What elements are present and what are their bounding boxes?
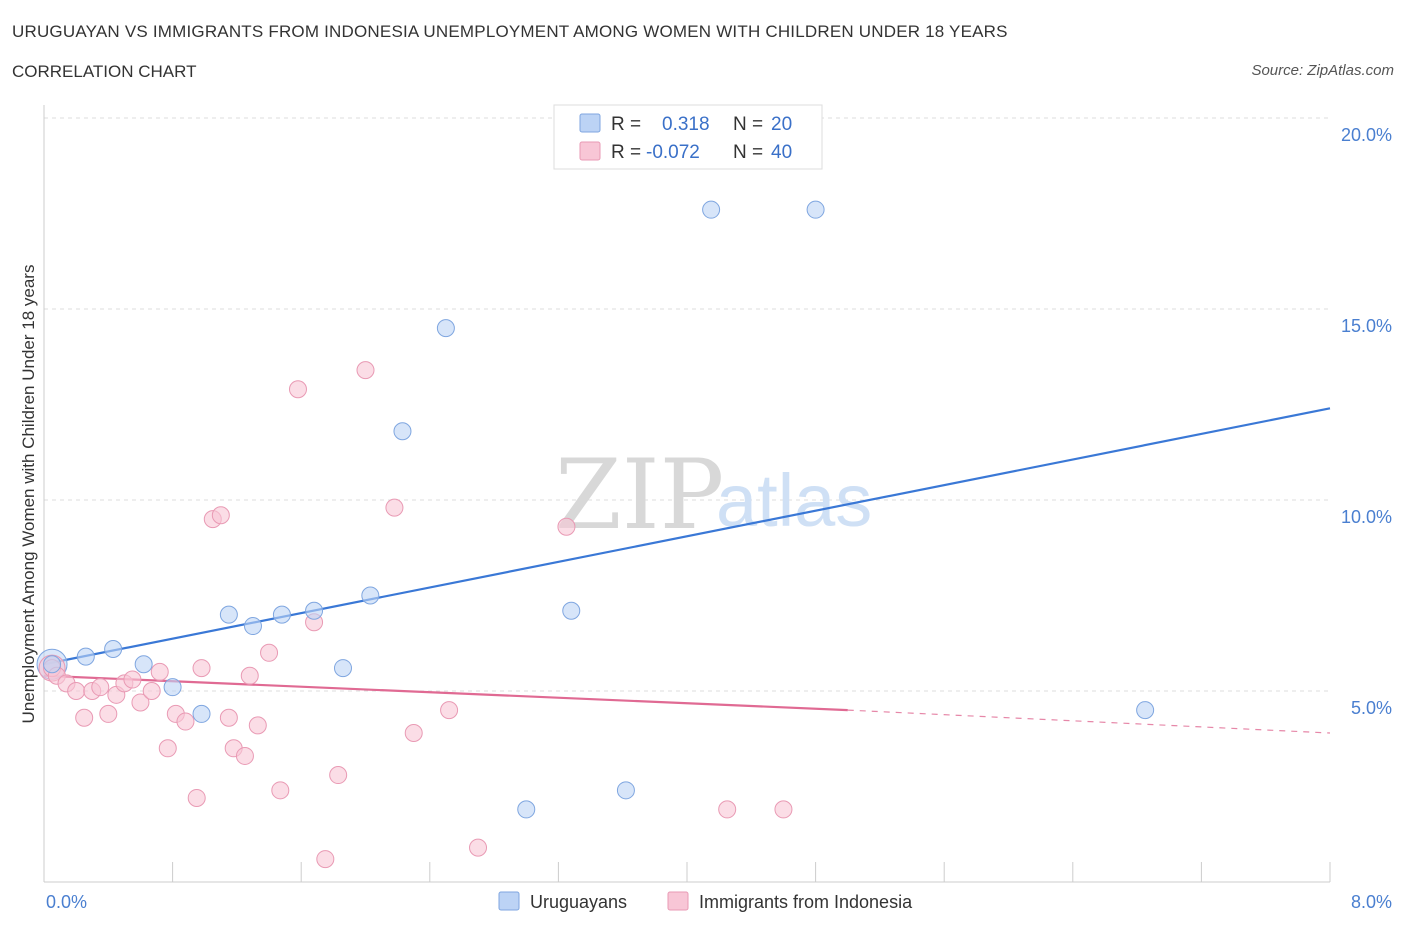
point-indonesia: [260, 643, 279, 662]
point-indonesia: [67, 682, 86, 700]
legend-r-label-1: R =: [611, 114, 641, 135]
y-tick-label: 10.0%: [1341, 507, 1392, 527]
x-tick-label: 0.0%: [46, 892, 87, 912]
point-uruguayans: [393, 422, 412, 441]
point-indonesia: [123, 670, 142, 689]
grid-lines: [44, 117, 1330, 692]
legend-swatch-indonesia: [579, 141, 601, 161]
point-indonesia: [150, 662, 169, 681]
point-indonesia: [469, 838, 488, 857]
point-uruguayans: [43, 655, 62, 674]
point-indonesia: [99, 704, 118, 723]
chart-subtitle: CORRELATION CHART: [12, 62, 197, 81]
point-uruguayans: [806, 200, 825, 219]
legend-n-label-1: N =: [733, 114, 763, 135]
stats-legend: R = 0.318 N = 20 R = -0.072 N = 40: [553, 104, 823, 170]
tick-labels: 5.0% 10.0% 15.0% 20.0% 0.0% 8.0%: [46, 125, 1392, 912]
point-uruguayans: [163, 678, 182, 697]
point-indonesia: [235, 746, 254, 765]
point-uruguayans: [333, 659, 352, 678]
point-indonesia: [219, 708, 238, 727]
point-indonesia: [192, 659, 211, 678]
point-uruguayans: [436, 319, 455, 338]
point-indonesia: [176, 712, 195, 731]
point-indonesia: [158, 739, 177, 758]
point-uruguayans: [517, 800, 536, 819]
point-indonesia: [557, 517, 576, 536]
point-uruguayans: [702, 200, 721, 219]
point-indonesia: [718, 800, 737, 819]
legend-r-label-2: R =: [611, 142, 641, 163]
point-indonesia: [385, 498, 404, 517]
watermark-zip: ZIP: [555, 439, 724, 551]
point-indonesia: [356, 361, 375, 380]
bottom-legend-uruguayans: Uruguayans: [530, 892, 627, 912]
point-indonesia: [316, 850, 335, 869]
point-uruguayans: [219, 605, 238, 624]
bottom-legend-indonesia: Immigrants from Indonesia: [699, 892, 913, 912]
point-indonesia: [329, 766, 348, 785]
point-uruguayans: [562, 601, 581, 620]
point-indonesia: [248, 716, 267, 735]
y-tick-label: 5.0%: [1351, 698, 1392, 718]
chart-title: URUGUAYAN VS IMMIGRANTS FROM INDONESIA U…: [12, 22, 1008, 41]
bottom-legend-swatch-uruguayans: [498, 891, 520, 911]
point-indonesia: [774, 800, 793, 819]
watermark: ZIP atlas: [555, 439, 872, 551]
point-indonesia: [91, 678, 110, 697]
point-uruguayans: [76, 647, 95, 666]
point-indonesia: [440, 701, 459, 720]
legend-r-value-1: 0.318: [662, 114, 710, 135]
axes: [43, 105, 1331, 883]
point-indonesia: [142, 682, 161, 700]
bottom-legend-swatch-indonesia: [667, 891, 689, 911]
point-indonesia: [131, 693, 150, 712]
legend-n-label-2: N =: [733, 142, 763, 163]
point-uruguayans: [192, 704, 211, 723]
legend-swatch-uruguayans: [579, 113, 601, 133]
point-uruguayans: [1136, 701, 1155, 720]
point-indonesia: [288, 380, 307, 399]
y-tick-label: 15.0%: [1341, 316, 1392, 336]
point-indonesia: [211, 506, 230, 525]
data-points: [36, 200, 1155, 869]
point-indonesia: [271, 781, 290, 800]
legend-n-value-2: 40: [771, 142, 792, 163]
trend-line-indonesia-extension: [847, 709, 1331, 734]
y-axis-label: Unemployment Among Women with Children U…: [19, 265, 38, 724]
point-indonesia: [187, 788, 206, 807]
x-tick-label: 8.0%: [1351, 892, 1392, 912]
point-uruguayans: [272, 605, 291, 624]
point-indonesia: [240, 666, 259, 685]
source-label: Source: ZipAtlas.com: [1251, 62, 1394, 79]
point-uruguayans: [361, 586, 380, 605]
point-indonesia: [75, 708, 94, 727]
point-uruguayans: [616, 781, 635, 800]
point-uruguayans: [104, 639, 123, 658]
legend-r-value-2: -0.072: [646, 142, 700, 163]
bottom-legend: Uruguayans Immigrants from Indonesia: [498, 891, 913, 912]
y-tick-label: 20.0%: [1341, 125, 1392, 145]
watermark-atlas: atlas: [716, 459, 872, 542]
point-uruguayans: [305, 601, 324, 620]
point-indonesia: [404, 724, 423, 743]
legend-n-value-1: 20: [771, 114, 792, 135]
point-uruguayans: [134, 655, 153, 674]
point-uruguayans: [243, 617, 262, 636]
